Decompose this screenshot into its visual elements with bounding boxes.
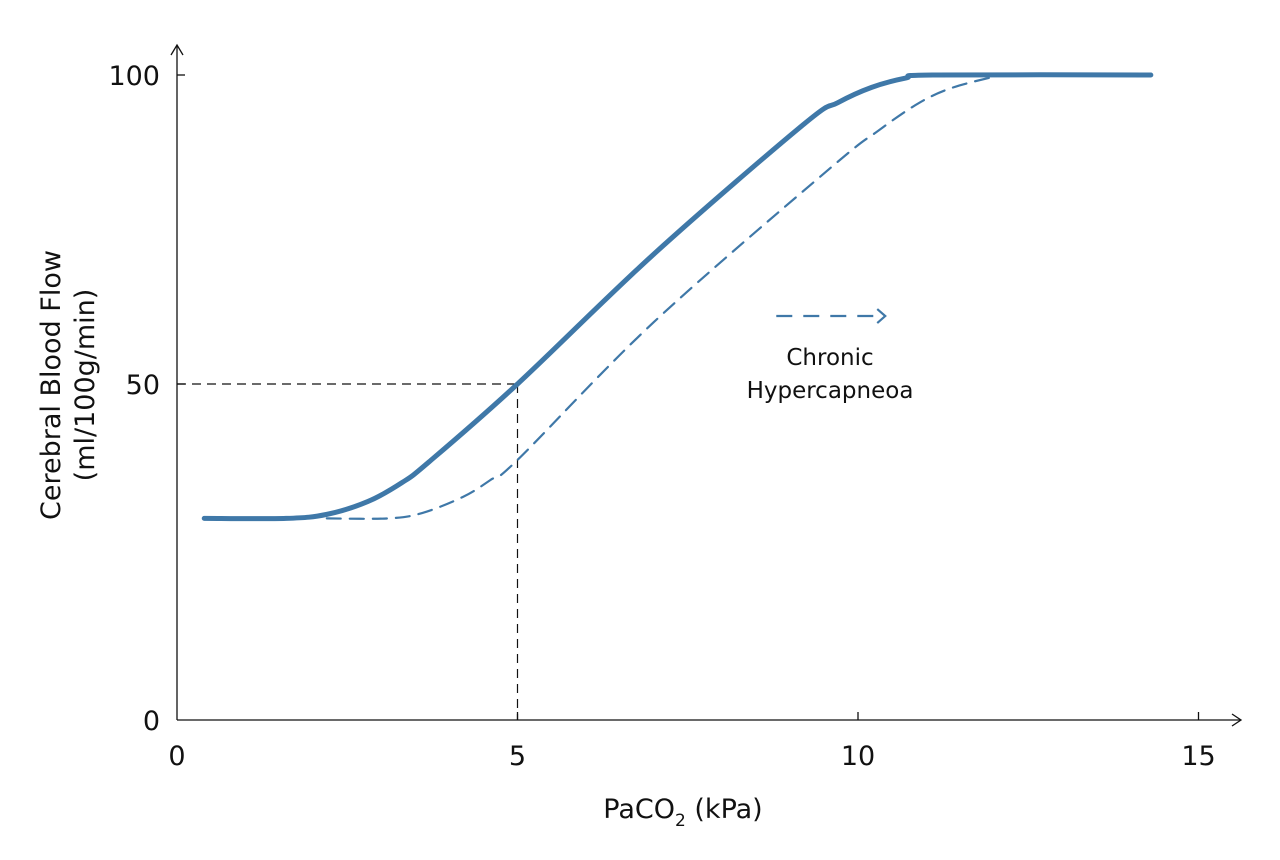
annotation-line2: Hypercapneoa bbox=[747, 378, 914, 404]
series-line-normal bbox=[201, 72, 1154, 522]
y-axis-label-line1: Cerebral Blood Flow bbox=[36, 250, 67, 520]
x-tick-label: 15 bbox=[1181, 741, 1215, 772]
x-tick-label: 0 bbox=[168, 741, 185, 772]
y-tick-label: 50 bbox=[126, 370, 160, 401]
x-tick-label: 5 bbox=[509, 741, 526, 772]
y-axis-label-line2: (ml/100g/min) bbox=[70, 289, 101, 482]
series-group bbox=[177, 72, 1154, 720]
axes: 0 5 10 15 0 50 100 bbox=[108, 43, 1243, 772]
x-axis-label-subscript: 2 bbox=[675, 811, 686, 831]
x-axis-arrow-icon bbox=[1231, 713, 1243, 727]
series-line-chronic-hypercapnia bbox=[325, 73, 1003, 520]
x-axis-label-unit: (kPa) bbox=[686, 794, 763, 825]
annotation-line1: Chronic bbox=[786, 345, 873, 371]
y-tick-label: 0 bbox=[143, 706, 160, 737]
x-tick-label: 10 bbox=[841, 741, 875, 772]
annotation-arrow-icon bbox=[876, 308, 887, 324]
y-axis-arrow-icon bbox=[170, 43, 184, 56]
x-axis-label: PaCO2 (kPa) bbox=[603, 794, 762, 831]
y-tick-label: 100 bbox=[108, 61, 160, 92]
